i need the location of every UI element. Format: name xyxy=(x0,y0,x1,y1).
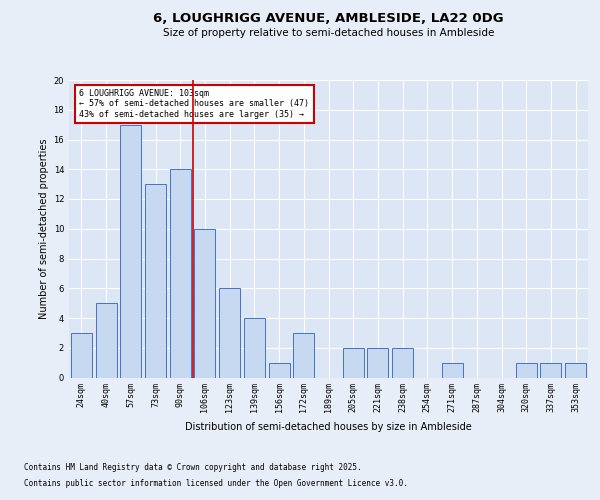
Bar xyxy=(170,169,191,378)
Text: Distribution of semi-detached houses by size in Ambleside: Distribution of semi-detached houses by … xyxy=(185,422,472,432)
Bar xyxy=(194,229,215,378)
Bar xyxy=(244,318,265,378)
Bar xyxy=(219,288,240,378)
Bar xyxy=(120,124,141,378)
Bar xyxy=(367,348,388,378)
Text: 6 LOUGHRIGG AVENUE: 103sqm
← 57% of semi-detached houses are smaller (47)
43% of: 6 LOUGHRIGG AVENUE: 103sqm ← 57% of semi… xyxy=(79,89,310,118)
Bar xyxy=(145,184,166,378)
Bar xyxy=(541,362,562,378)
Bar xyxy=(343,348,364,378)
Text: Contains HM Land Registry data © Crown copyright and database right 2025.: Contains HM Land Registry data © Crown c… xyxy=(24,462,362,471)
Bar xyxy=(95,303,116,378)
Y-axis label: Number of semi-detached properties: Number of semi-detached properties xyxy=(40,138,49,319)
Text: 6, LOUGHRIGG AVENUE, AMBLESIDE, LA22 0DG: 6, LOUGHRIGG AVENUE, AMBLESIDE, LA22 0DG xyxy=(154,12,504,26)
Bar xyxy=(293,333,314,378)
Bar xyxy=(565,362,586,378)
Bar xyxy=(392,348,413,378)
Bar xyxy=(269,362,290,378)
Bar xyxy=(71,333,92,378)
Bar xyxy=(442,362,463,378)
Text: Size of property relative to semi-detached houses in Ambleside: Size of property relative to semi-detach… xyxy=(163,28,494,38)
Text: Contains public sector information licensed under the Open Government Licence v3: Contains public sector information licen… xyxy=(24,479,408,488)
Bar xyxy=(516,362,537,378)
